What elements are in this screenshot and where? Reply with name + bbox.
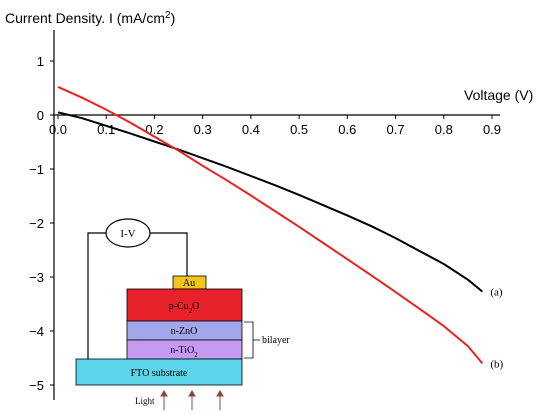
x-tick-label: 0.2 <box>145 122 163 137</box>
x-tick-label: 0.4 <box>242 122 260 137</box>
cu2o-label-sub: 2 <box>189 307 193 315</box>
series-line-0 <box>57 111 484 293</box>
x-ticks: 0.0 0.1 0.2 0.3 0.4 0.5 0.6 0.7 0.8 0.9 <box>49 115 501 137</box>
au-label: Au <box>183 278 195 289</box>
y-tick-label: −3 <box>29 270 44 285</box>
x-tick-label: 0.9 <box>483 122 501 137</box>
cu2o-label-after: O <box>192 301 199 312</box>
series-line-1 <box>57 85 484 365</box>
y-tick-label: 0 <box>37 108 44 123</box>
device-schematic: I-V Au p-Cu2O n-ZnO n-TiO2 bilayer FTO s… <box>75 218 290 410</box>
cu2o-label: p-Cu2O <box>169 301 200 315</box>
series-layer: (a) (b) <box>57 85 504 370</box>
y-axis-title-close: ) <box>171 10 176 26</box>
light-arrow-3-head <box>216 390 224 397</box>
x-tick-label: 0.1 <box>97 122 115 137</box>
fto-label: FTO substrate <box>131 368 188 379</box>
x-tick-label: 0.8 <box>435 122 453 137</box>
zno-label: n-ZnO <box>171 326 198 337</box>
x-tick-label: 0.3 <box>194 122 212 137</box>
tio2-label-sub: 2 <box>194 351 198 359</box>
tio2-label-main: n-TiO <box>170 345 194 356</box>
y-axis-title: Current Density. I (mA/cm2) <box>5 10 175 27</box>
series-label-1: (b) <box>490 358 503 370</box>
light-arrows <box>160 390 224 410</box>
y-tick-label: −4 <box>29 324 44 339</box>
light-arrow-1-head <box>160 390 168 397</box>
x-tick-label: 0.5 <box>290 122 308 137</box>
x-axis-title: Voltage (V) <box>464 87 533 103</box>
x-tick-label: 0.6 <box>338 122 356 137</box>
cu2o-label-main: p-Cu <box>169 301 189 312</box>
fto-substrate <box>75 358 243 386</box>
y-tick-label: 1 <box>37 54 44 69</box>
iv-meter-label: I-V <box>120 228 135 240</box>
light-arrow-2-head <box>188 390 196 397</box>
y-tick-label: −1 <box>29 162 44 177</box>
iv-meter <box>105 218 151 248</box>
bilayer-label: bilayer <box>262 335 290 346</box>
y-ticks: 1 0 −1 −2 −3 −4 −5 <box>29 54 54 393</box>
series-label-0: (a) <box>490 287 503 299</box>
y-tick-label: −2 <box>29 216 44 231</box>
y-axis-title-main: Current Density. I (mA/cm <box>5 10 165 26</box>
bilayer-bracket <box>244 321 254 359</box>
wire-left <box>87 232 106 360</box>
light-label: Light <box>135 396 155 406</box>
wire-right <box>150 232 188 277</box>
y-axis-title-sup: 2 <box>165 10 171 21</box>
x-tick-label: 0.0 <box>49 122 67 137</box>
y-tick-label: −5 <box>29 378 44 393</box>
x-tick-label: 0.7 <box>387 122 405 137</box>
tio2-label: n-TiO2 <box>170 345 198 359</box>
